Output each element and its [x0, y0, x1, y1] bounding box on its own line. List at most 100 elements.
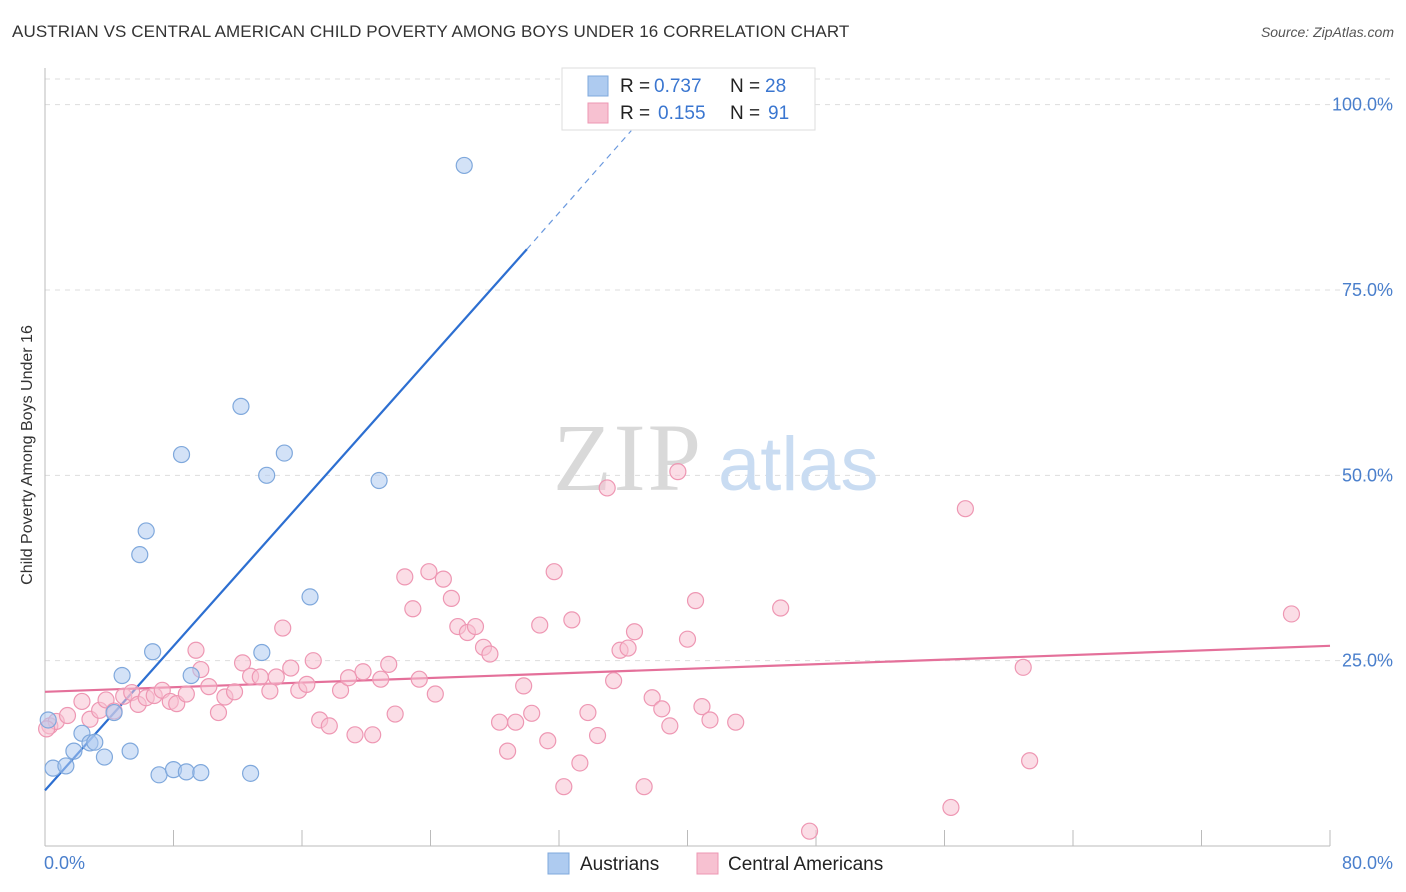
point-central-americans [588, 726, 607, 745]
point-central-americans [598, 479, 616, 497]
point-central-americans [727, 713, 745, 731]
point-austrians [253, 643, 271, 662]
point-central-americans [563, 611, 581, 629]
stats-r-central-americans: 0.155 [658, 103, 706, 124]
point-central-americans [304, 652, 322, 670]
gridlines [45, 78, 1390, 662]
point-central-americans [545, 563, 563, 581]
point-central-americans [800, 822, 819, 840]
point-central-americans [225, 683, 244, 701]
point-central-americans [420, 563, 438, 581]
point-austrians [113, 666, 131, 685]
trend-line-austrians-extension [526, 130, 632, 250]
point-central-americans [669, 463, 687, 481]
point-austrians [192, 764, 210, 782]
point-central-americans [515, 677, 533, 695]
legend-label-austrians: Austrians [580, 854, 659, 875]
point-central-americans [58, 706, 77, 725]
x-tick-label: 80.0% [1342, 853, 1393, 873]
point-central-americans [282, 659, 300, 677]
point-austrians [65, 742, 83, 760]
point-central-americans [274, 619, 292, 637]
stats-r-austrians: 0.737 [654, 76, 702, 97]
stats-n-austrians: 28 [765, 76, 786, 97]
point-central-americans [386, 705, 404, 723]
point-central-americans [233, 654, 252, 672]
point-central-americans [209, 703, 228, 722]
x-tick-label: 0.0% [44, 853, 85, 873]
stats-n-label-central-americans: N = [730, 103, 760, 124]
point-central-americans [523, 704, 541, 722]
point-central-americans [267, 668, 285, 686]
point-central-americans [339, 669, 358, 687]
stats-n-central-americans: 91 [768, 103, 789, 124]
point-austrians [370, 471, 388, 490]
point-central-americans [177, 685, 195, 703]
point-austrians [121, 742, 139, 760]
y-tick-label: 100.0% [1332, 95, 1393, 115]
point-central-americans [1021, 752, 1039, 770]
point-central-americans [481, 645, 499, 663]
point-central-americans [643, 689, 661, 707]
point-central-americans [605, 672, 623, 690]
y-tick-label: 50.0% [1342, 465, 1393, 485]
watermark-atlas: atlas [718, 422, 879, 507]
point-austrians [177, 763, 195, 781]
data-points [38, 156, 1301, 840]
point-central-americans [354, 663, 372, 681]
legend-swatch-austrians [547, 852, 570, 875]
point-austrians [39, 711, 57, 729]
point-austrians [455, 156, 473, 175]
point-central-americans [426, 685, 444, 703]
y-tick-label: 25.0% [1342, 651, 1393, 671]
point-austrians [144, 643, 162, 661]
point-central-americans [635, 778, 653, 796]
point-central-americans [625, 623, 644, 641]
point-central-americans [1282, 605, 1301, 623]
point-central-americans [298, 675, 316, 693]
point-central-americans [442, 589, 460, 607]
point-central-americans [346, 726, 364, 744]
point-austrians [242, 764, 260, 782]
point-central-americans [466, 617, 485, 636]
tick-labels: 25.0% 50.0% 75.0% 100.0% 0.0% 80.0% [44, 95, 1393, 873]
point-central-americans [661, 717, 679, 735]
point-austrians [301, 588, 319, 606]
point-central-americans [331, 681, 350, 699]
point-austrians [95, 748, 114, 766]
point-central-americans [372, 670, 390, 688]
series-legend: Austrians Central Americans [547, 852, 883, 875]
legend-swatch-central-americans [696, 852, 719, 875]
point-austrians [131, 546, 149, 564]
point-central-americans [261, 682, 279, 700]
point-central-americans [251, 668, 269, 686]
stats-n-label-austrians: N = [730, 76, 760, 97]
stats-r-label-central-americans: R = [620, 103, 650, 124]
point-central-americans [686, 592, 705, 610]
point-austrians [258, 466, 276, 484]
point-austrians [172, 445, 191, 464]
watermark: ZIP atlas [553, 404, 879, 511]
point-austrians [182, 666, 200, 685]
point-austrians [86, 733, 104, 751]
point-central-americans [678, 630, 697, 648]
point-central-americans [507, 713, 525, 731]
point-central-americans [571, 754, 589, 772]
point-austrians [232, 397, 250, 415]
point-austrians [137, 522, 155, 540]
point-central-americans [404, 600, 422, 618]
point-austrians [150, 766, 168, 784]
point-austrians [275, 444, 293, 462]
point-central-americans [701, 711, 719, 729]
stats-legend: R = 0.737 N = 28 R = 0.155 N = 91 [561, 67, 816, 131]
point-central-americans [364, 726, 382, 744]
point-central-americans [619, 639, 637, 657]
point-central-americans [320, 717, 338, 735]
point-central-americans [499, 742, 517, 760]
point-central-americans [555, 778, 573, 796]
point-central-americans [410, 670, 428, 688]
point-central-americans [693, 698, 711, 716]
point-central-americans [531, 616, 549, 634]
source-credit: Source: ZipAtlas.com [1260, 24, 1394, 40]
